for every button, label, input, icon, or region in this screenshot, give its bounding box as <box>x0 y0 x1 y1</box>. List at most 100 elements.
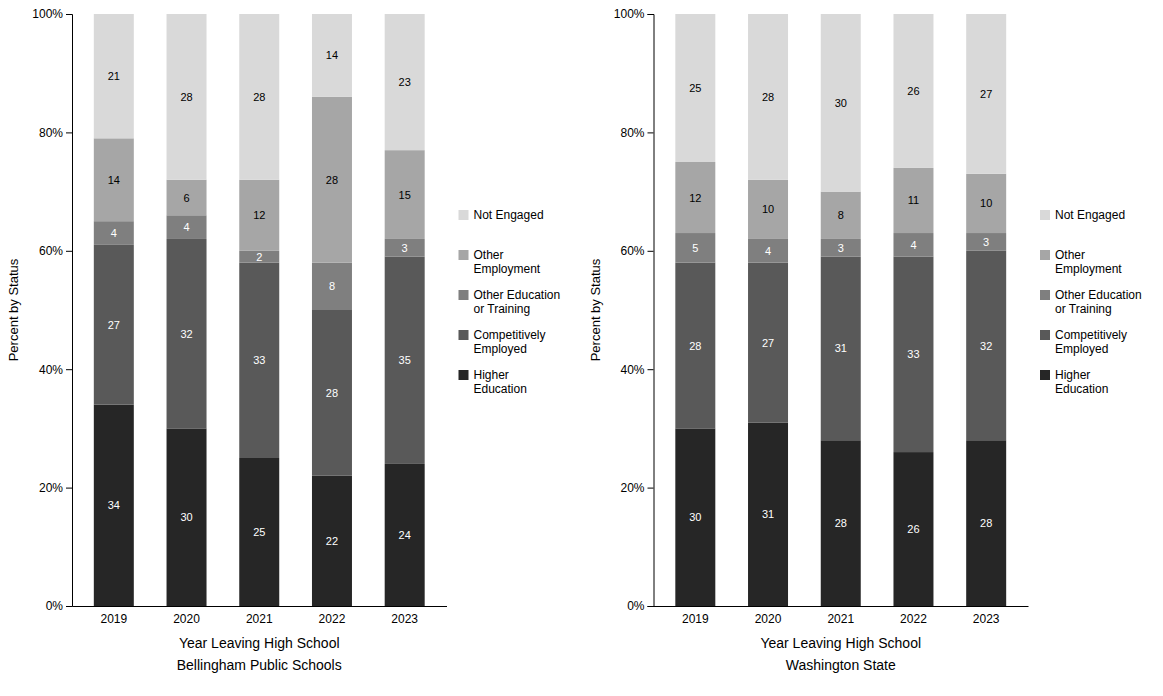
panel-title: Washington State <box>786 657 896 673</box>
legend-label: OtherEmployment <box>1055 248 1122 276</box>
x-tick: 2021 <box>246 612 273 626</box>
legend-label-line: Other Education <box>474 288 561 302</box>
data-label: 28 <box>326 174 338 186</box>
y-axis: 0%20%40%60%80%100% <box>614 7 654 613</box>
data-label: 4 <box>183 221 189 233</box>
data-labels: 3430252224273233283544283146122815212828… <box>108 49 411 546</box>
data-label: 24 <box>399 529 411 541</box>
data-label: 28 <box>326 387 338 399</box>
bar-segment <box>893 257 933 452</box>
legend-swatch <box>1040 290 1050 300</box>
x-tick-label: 2020 <box>173 612 200 626</box>
data-label: 5 <box>692 242 698 254</box>
legend-label-line: or Training <box>1055 302 1112 316</box>
legend-swatch <box>459 330 469 340</box>
y-tick-mark <box>66 14 72 15</box>
legend-swatch <box>459 210 469 220</box>
y-tick-mark <box>66 132 72 133</box>
data-label: 23 <box>399 76 411 88</box>
bar-segment <box>675 263 715 429</box>
data-label: 10 <box>980 197 992 209</box>
y-tick-mark <box>66 488 72 489</box>
bar-segment <box>312 263 352 310</box>
data-label: 27 <box>980 88 992 100</box>
y-tick-label: 40% <box>620 363 644 377</box>
x-tick: 2020 <box>755 612 782 626</box>
data-label: 26 <box>907 85 919 97</box>
legend-label: Other Educationor Training <box>1055 288 1142 316</box>
y-tick: 40% <box>39 363 72 377</box>
data-label: 31 <box>835 342 847 354</box>
y-tick-mark <box>648 488 654 489</box>
data-label: 26 <box>907 523 919 535</box>
legend-label-line: Competitively <box>1055 328 1127 342</box>
bar-segment <box>312 14 352 97</box>
x-axis-title: Year Leaving High School <box>760 635 921 651</box>
legend-label-line: Higher <box>474 368 509 382</box>
data-label: 33 <box>253 354 265 366</box>
legend-swatch <box>1040 250 1050 260</box>
data-label: 33 <box>907 348 919 360</box>
bar-segment <box>748 14 788 180</box>
x-tick-label: 2021 <box>827 612 854 626</box>
data-label: 11 <box>908 194 919 206</box>
y-tick-label: 40% <box>39 363 63 377</box>
legend-label-line: Education <box>474 382 527 396</box>
bar-segment <box>966 14 1006 174</box>
y-tick: 40% <box>620 363 653 377</box>
legend-label-line: or Training <box>474 302 531 316</box>
data-label: 28 <box>762 91 774 103</box>
x-tick-label: 2023 <box>973 612 1000 626</box>
data-label: 14 <box>108 174 120 186</box>
data-label: 4 <box>910 239 916 251</box>
y-axis-title: Percent by Status <box>6 258 21 361</box>
bars <box>94 14 425 606</box>
y-tick: 80% <box>620 126 653 140</box>
y-tick: 0% <box>627 599 653 613</box>
x-tick: 2023 <box>391 612 418 626</box>
legend-swatch <box>459 290 469 300</box>
data-label: 6 <box>183 192 189 204</box>
bar-segment <box>94 14 134 138</box>
y-axis-line <box>66 15 73 607</box>
x-tick-label: 2020 <box>755 612 782 626</box>
bar-segment <box>748 180 788 239</box>
y-tick-mark <box>648 132 654 133</box>
data-label: 28 <box>980 517 992 529</box>
bar-segment <box>893 452 933 606</box>
y-axis-title: Percent by Status <box>588 258 603 361</box>
x-tick-label: 2019 <box>100 612 127 626</box>
legend-label: CompetitivelyEmployed <box>1055 328 1127 356</box>
bar-segment <box>167 180 207 216</box>
x-tick: 2021 <box>827 612 854 626</box>
data-label: 4 <box>765 245 771 257</box>
bar-segment <box>312 310 352 476</box>
bar-segment <box>239 180 279 251</box>
x-tick-label: 2023 <box>391 612 418 626</box>
legend-swatch <box>1040 370 1050 380</box>
x-axis: 20192020202120222023 <box>73 607 448 626</box>
data-label: 32 <box>980 340 992 352</box>
data-label: 3 <box>402 242 408 254</box>
legend-label-line: Employed <box>1055 342 1108 356</box>
legend-swatch <box>1040 330 1050 340</box>
bar-segment <box>748 263 788 423</box>
bar-segment <box>239 458 279 606</box>
bar-segment <box>167 14 207 180</box>
bar-segment <box>385 464 425 606</box>
legend-label-line: Not Engaged <box>1055 208 1125 222</box>
y-tick: 80% <box>39 126 72 140</box>
x-tick: 2023 <box>973 612 1000 626</box>
bar-segment <box>312 97 352 263</box>
x-axis-title: Year Leaving High School <box>179 635 340 651</box>
y-tick: 100% <box>32 7 72 21</box>
y-tick-label: 60% <box>620 244 644 258</box>
y-tick-mark <box>648 251 654 252</box>
legend-label-line: Employment <box>1055 262 1122 276</box>
legend-label: OtherEmployment <box>474 248 541 276</box>
bar-segment <box>385 14 425 150</box>
y-tick: 20% <box>620 481 653 495</box>
data-label: 21 <box>108 70 120 82</box>
legend-label: Other Educationor Training <box>474 288 561 316</box>
panel: 3430252224273233283544283146122815212828… <box>6 7 560 673</box>
